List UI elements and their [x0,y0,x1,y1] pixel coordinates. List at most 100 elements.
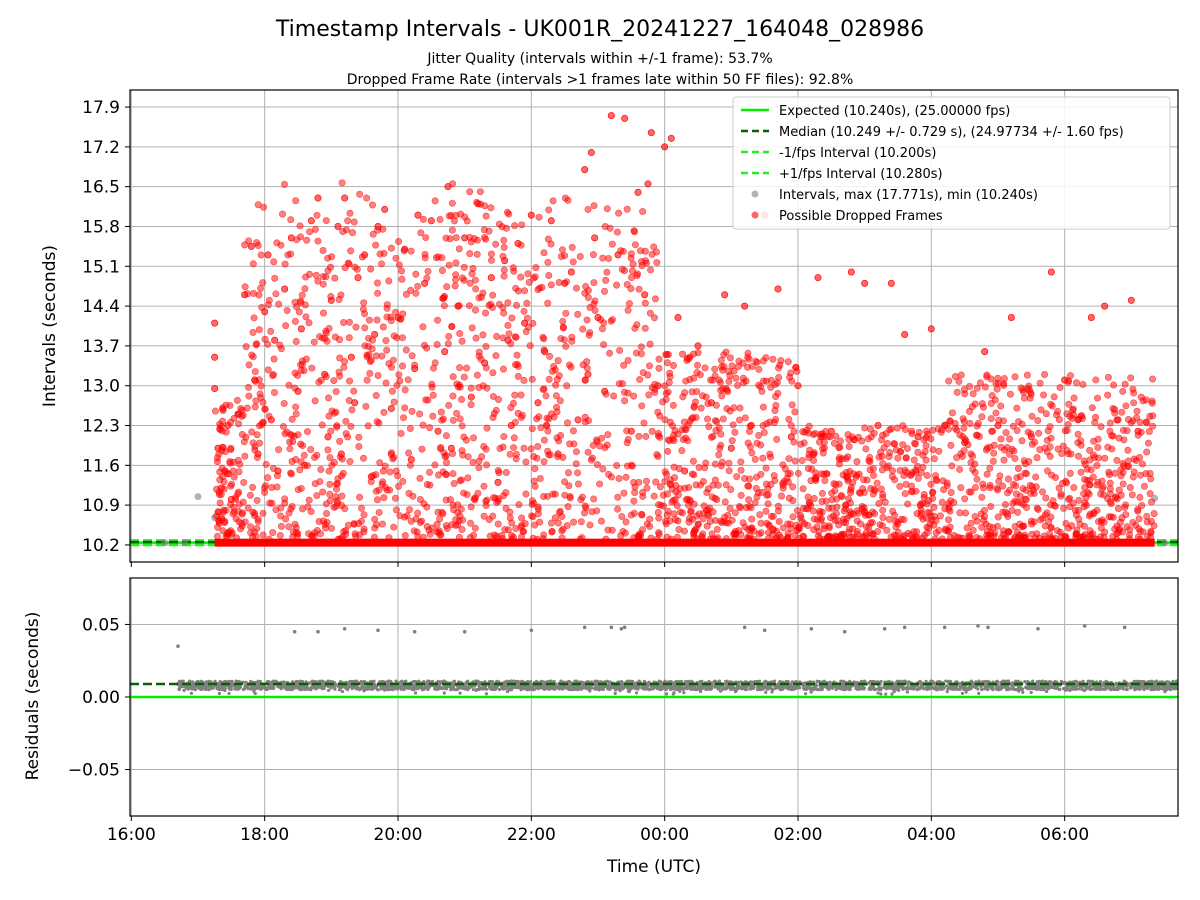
dropped-frame-point [994,513,1002,521]
dropped-frame-point [773,435,781,443]
dropped-frame-point [240,478,248,486]
dropped-frame-point [492,240,500,248]
dropped-frame-point [524,270,532,278]
dropped-frame-point [886,448,894,456]
dropped-frame-point [1148,498,1156,506]
dropped-frame-point [429,391,437,399]
residual-point [356,685,360,689]
dropped-frame-point [903,468,911,476]
residual-point [1101,682,1105,686]
dropped-frame-point [752,357,760,365]
dropped-frame-point [248,428,256,436]
dropped-frame-point [530,274,538,282]
dropped-frame-point [1042,410,1050,418]
dropped-frame-point [945,377,953,385]
dropped-frame-point [1085,512,1093,520]
dropped-frame-point [348,406,356,414]
residual-point [924,679,928,683]
dropped-frame-point [1101,302,1109,310]
dropped-frame-point [651,295,659,303]
residual-point [921,686,925,690]
dropped-frame-point [252,341,260,349]
dropped-frame-point [664,507,672,515]
dropped-frame-point [437,445,445,453]
dropped-frame-point [322,217,330,225]
dropped-frame-point [1019,485,1027,493]
dropped-frame-point [213,532,221,540]
dropped-frame-point [1070,394,1078,402]
dropped-frame-point [539,386,547,394]
dropped-frame-point [500,433,508,441]
dropped-frame-point [1127,296,1135,304]
dropped-frame-point [459,516,467,524]
dropped-frame-point [225,470,233,478]
dropped-frame-point [971,512,979,520]
dropped-frame-point [847,483,855,491]
residual-point [484,687,489,691]
dropped-frame-point [437,408,445,416]
dropped-frame-point [1067,450,1075,458]
dropped-frame-point [405,449,413,457]
dropped-frame-point [845,442,853,450]
dropped-frame-point [600,341,608,349]
intervals-frame [129,89,1179,563]
dropped-frame-point [924,497,932,505]
dropped-frame-point [589,251,597,259]
dropped-frame-point [213,458,221,466]
dropped-frame-point [948,409,956,417]
dropped-frame-point [816,510,824,518]
dropped-frame-point [1085,476,1093,484]
dropped-frame-point [398,275,406,283]
dropped-frame-point [735,527,743,535]
dropped-frame-point [493,332,501,340]
dropped-frame-point [327,296,335,304]
dropped-frame-point [217,484,225,492]
dropped-frame-point [281,260,289,268]
dropped-frame-point [647,129,655,137]
dropped-frame-point [693,388,701,396]
dropped-frame-point [1035,429,1043,437]
residual-point [907,680,911,684]
dropped-frame-point [452,521,460,529]
dropped-frame-point [487,274,495,282]
dropped-frame-point [930,503,938,511]
dropped-frame-point [989,457,997,465]
dropped-frame-point [608,316,616,324]
dropped-frame-point [674,491,682,499]
dropped-frame-point [686,497,694,505]
dropped-frame-point [394,472,402,480]
dropped-frame-point [211,385,219,393]
dropped-frame-point [736,504,744,512]
dropped-frame-point [988,392,996,400]
dropped-frame-point [769,512,777,520]
dropped-frame-point [1023,470,1031,478]
dropped-frame-point [470,531,478,539]
dropped-frame-point [513,351,521,359]
dropped-frame-point [655,364,663,372]
dropped-frame-point [711,494,719,502]
dropped-frame-point [220,478,228,486]
dropped-frame-point [424,267,432,275]
dropped-frame-point [702,393,710,401]
dropped-frame-point [923,427,931,435]
dropped-frame-point [292,456,300,464]
dropped-frame-point [1050,393,1058,401]
dropped-frame-point [301,285,309,293]
dropped-frame-point [765,521,773,529]
dropped-frame-point [892,446,900,454]
dropped-frame-point [371,524,379,532]
dropped-frame-point [707,399,715,407]
dropped-frame-point [510,444,518,452]
dropped-frame-point [472,334,480,342]
dropped-frame-point [416,518,424,526]
dropped-frame-point [1087,466,1095,474]
dropped-frame-point [321,335,329,343]
dropped-frame-point [282,515,290,523]
dropped-frame-point [241,241,249,249]
dropped-frame-point [656,412,664,420]
dropped-frame-point [810,456,818,464]
dropped-frame-point [669,362,677,370]
dropped-frame-point [620,489,628,497]
residual-point [913,685,917,689]
top-y-tick-label: 14.4 [82,297,120,317]
